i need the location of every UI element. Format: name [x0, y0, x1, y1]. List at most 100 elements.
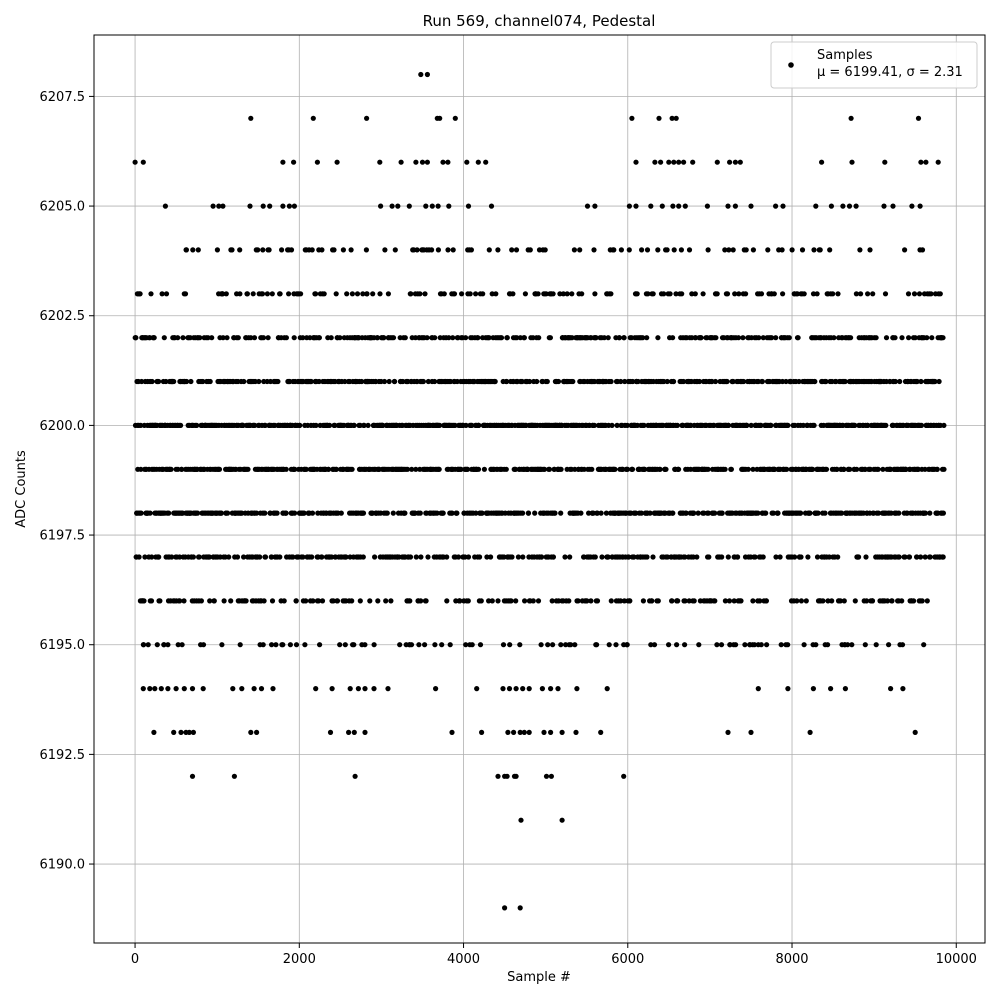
data-point: [493, 291, 499, 297]
data-point: [385, 686, 391, 692]
data-point: [603, 510, 610, 516]
data-point: [220, 291, 226, 297]
data-point: [293, 598, 299, 604]
data-point: [243, 598, 249, 604]
data-point: [682, 642, 688, 648]
data-point: [773, 554, 779, 560]
data-point: [473, 510, 479, 516]
data-point: [223, 291, 229, 297]
data-point: [195, 510, 201, 516]
data-point: [779, 247, 785, 253]
data-point: [309, 554, 315, 560]
data-point: [810, 291, 817, 297]
data-point: [666, 642, 672, 648]
data-point: [440, 510, 446, 516]
data-point: [798, 510, 804, 516]
data-point: [911, 291, 918, 297]
data-point: [769, 335, 775, 341]
data-point: [705, 247, 711, 253]
data-point: [280, 203, 286, 209]
data-point: [562, 554, 568, 560]
data-point: [839, 510, 845, 516]
data-point: [161, 642, 167, 648]
data-point: [147, 686, 153, 692]
data-point: [737, 159, 743, 165]
data-point: [362, 729, 368, 736]
data-point: [741, 378, 747, 385]
data-point: [367, 598, 373, 604]
data-point: [558, 642, 564, 648]
data-point: [786, 335, 792, 341]
data-point: [196, 554, 202, 560]
data-point: [260, 247, 266, 253]
data-point: [727, 159, 733, 165]
data-point: [825, 598, 831, 604]
data-point: [309, 247, 315, 253]
data-point: [624, 422, 630, 428]
data-point: [589, 466, 595, 472]
data-point: [342, 642, 348, 648]
data-point: [200, 378, 206, 385]
legend: Samples μ = 6199.41, σ = 2.31: [770, 41, 978, 89]
data-point: [661, 291, 667, 297]
data-point: [641, 422, 647, 428]
data-point: [145, 642, 151, 648]
data-point: [648, 203, 654, 209]
plot-frame: [93, 34, 986, 944]
data-point: [550, 554, 557, 560]
data-point: [137, 291, 143, 297]
data-point: [316, 378, 322, 385]
data-point: [402, 510, 408, 516]
data-point: [777, 554, 783, 560]
data-point: [719, 554, 725, 560]
data-point: [922, 466, 928, 472]
data-point: [422, 291, 428, 297]
data-point: [269, 598, 276, 604]
data-point: [291, 335, 297, 341]
data-point: [420, 378, 426, 385]
data-point: [704, 203, 711, 209]
data-point: [805, 554, 811, 560]
data-point: [229, 247, 235, 253]
data-point: [854, 466, 860, 472]
data-point: [706, 554, 712, 560]
data-point: [244, 291, 250, 297]
data-point: [180, 335, 186, 341]
data-point: [186, 729, 192, 736]
data-point: [424, 71, 430, 78]
data-point: [705, 466, 711, 472]
data-point: [319, 554, 325, 560]
data-point: [775, 510, 781, 516]
data-point: [300, 554, 306, 560]
data-point: [332, 422, 338, 428]
data-point: [748, 729, 754, 736]
data-point: [337, 642, 343, 648]
data-point: [329, 554, 335, 560]
data-point: [622, 378, 628, 385]
data-point: [558, 466, 564, 472]
data-point: [655, 247, 661, 253]
data-point: [269, 642, 275, 648]
data-point: [559, 817, 565, 823]
data-point: [224, 335, 230, 341]
data-point: [287, 642, 293, 648]
data-point: [812, 378, 818, 385]
data-point: [463, 642, 469, 648]
data-point: [293, 642, 300, 648]
data-point: [900, 686, 906, 692]
data-point: [280, 642, 286, 648]
data-point: [613, 642, 619, 648]
data-point: [418, 598, 424, 604]
data-point: [936, 378, 942, 385]
data-point: [351, 422, 357, 428]
data-point: [656, 115, 662, 121]
data-point: [846, 203, 853, 209]
data-point: [173, 686, 179, 692]
data-point: [880, 466, 886, 472]
data-point: [639, 247, 645, 253]
data-point: [370, 291, 376, 297]
data-point: [149, 378, 155, 385]
data-point: [503, 466, 509, 472]
data-point: [544, 378, 550, 385]
data-point: [794, 598, 800, 604]
